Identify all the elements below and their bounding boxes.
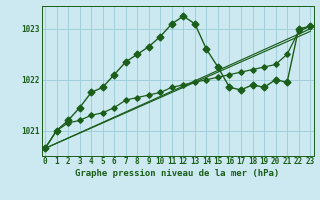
X-axis label: Graphe pression niveau de la mer (hPa): Graphe pression niveau de la mer (hPa) xyxy=(76,169,280,178)
